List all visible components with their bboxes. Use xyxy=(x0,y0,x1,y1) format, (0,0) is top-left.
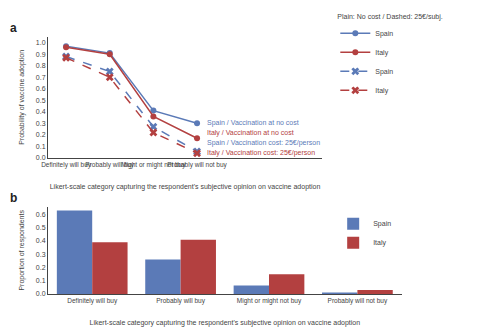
svg-text:0.8: 0.8 xyxy=(36,62,46,69)
svg-text:0.2: 0.2 xyxy=(36,264,46,271)
svg-text:0.5: 0.5 xyxy=(36,97,46,104)
svg-text:0.5: 0.5 xyxy=(36,224,46,231)
svg-text:0.4: 0.4 xyxy=(36,237,46,244)
svg-text:1.0: 1.0 xyxy=(36,39,46,46)
svg-text:Probably will buy: Probably will buy xyxy=(85,161,135,169)
svg-text:0.0: 0.0 xyxy=(36,154,46,161)
svg-text:Italy: Italy xyxy=(375,49,388,57)
svg-text:0.0: 0.0 xyxy=(36,290,46,297)
svg-text:Spain: Spain xyxy=(373,220,391,228)
svg-text:a: a xyxy=(10,21,17,35)
svg-text:Spain / Vaccination at no cost: Spain / Vaccination at no cost xyxy=(207,119,299,127)
svg-text:0.4: 0.4 xyxy=(36,108,46,115)
svg-text:Proportion of respondents: Proportion of respondents xyxy=(18,210,26,291)
svg-text:Spain: Spain xyxy=(375,30,393,38)
svg-text:Probably will not buy: Probably will not buy xyxy=(167,161,227,169)
svg-text:Italy: Italy xyxy=(373,239,386,247)
svg-text:Likert-scale category capturin: Likert-scale category capturing the resp… xyxy=(50,183,321,191)
svg-text:Spain / Vaccination cost: 25€/: Spain / Vaccination cost: 25€/person xyxy=(207,139,320,147)
svg-text:0.3: 0.3 xyxy=(36,251,46,258)
svg-text:Probability of vaccine adoptio: Probability of vaccine adoption xyxy=(18,50,26,145)
svg-text:Might or might not buy: Might or might not buy xyxy=(237,297,302,305)
svg-text:Plain: No cost / Dashed: 25€/s: Plain: No cost / Dashed: 25€/subj. xyxy=(337,13,443,21)
svg-text:Definitely will buy: Definitely will buy xyxy=(41,161,92,169)
svg-text:b: b xyxy=(10,191,17,205)
svg-text:0.6: 0.6 xyxy=(36,85,46,92)
svg-text:Might or might not buy: Might or might not buy xyxy=(121,161,186,169)
svg-text:Probably will buy: Probably will buy xyxy=(156,297,206,305)
svg-text:Italy: Italy xyxy=(375,87,388,95)
svg-text:Likert-scale category capturin: Likert-scale category capturing the resp… xyxy=(89,319,360,327)
svg-text:Definitely will buy: Definitely will buy xyxy=(67,297,118,305)
svg-text:Italy / Vaccination cost: 25€/: Italy / Vaccination cost: 25€/person xyxy=(207,149,315,157)
svg-text:0.6: 0.6 xyxy=(36,211,46,218)
svg-text:Italy / Vaccination at no cost: Italy / Vaccination at no cost xyxy=(207,129,294,137)
svg-text:0.1: 0.1 xyxy=(36,277,46,284)
svg-text:0.9: 0.9 xyxy=(36,51,46,58)
svg-text:Spain: Spain xyxy=(375,68,393,76)
svg-text:0.1: 0.1 xyxy=(36,143,46,150)
svg-text:Probably will not buy: Probably will not buy xyxy=(328,297,388,305)
svg-text:0.2: 0.2 xyxy=(36,131,46,138)
svg-text:0.7: 0.7 xyxy=(36,74,46,81)
svg-text:0.3: 0.3 xyxy=(36,120,46,127)
